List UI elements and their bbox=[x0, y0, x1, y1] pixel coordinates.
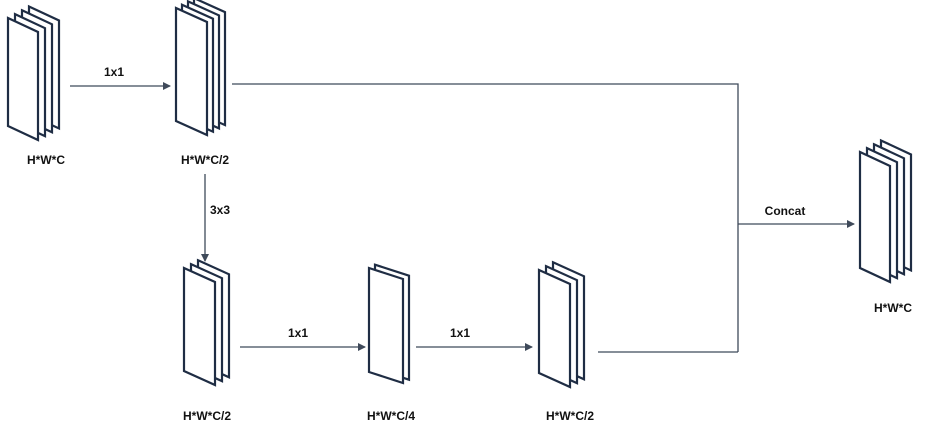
bottleneck-label: H*W*C/4 bbox=[367, 409, 415, 423]
edge-label-1x1-bottom-b: 1x1 bbox=[450, 326, 470, 340]
edge-label-1x1-bottom-a: 1x1 bbox=[288, 326, 308, 340]
branch-a-label: H*W*C/2 bbox=[183, 409, 231, 423]
feature-map-sheet bbox=[182, 266, 217, 387]
feature-map-sheet bbox=[367, 266, 405, 385]
first-conv-feature-map bbox=[174, 0, 227, 137]
output-block-label: H*W*C bbox=[874, 301, 912, 315]
output-feature-map bbox=[858, 138, 913, 284]
edge-label-1x1-top: 1x1 bbox=[104, 65, 124, 79]
feature-map-sheet bbox=[537, 268, 572, 389]
input-feature-map bbox=[6, 4, 61, 142]
feature-map-sheet bbox=[858, 150, 892, 284]
skip-connection-line bbox=[232, 83, 739, 352]
feature-map-sheet bbox=[6, 16, 40, 142]
first-conv-label: H*W*C/2 bbox=[181, 153, 229, 167]
edge-label-3x3: 3x3 bbox=[210, 203, 230, 217]
edge-label-concat: Concat bbox=[765, 204, 806, 218]
branch-feature-map-b bbox=[537, 260, 586, 389]
branch-feature-map-a bbox=[182, 258, 231, 387]
branch-b-label: H*W*C/2 bbox=[546, 409, 594, 423]
bottleneck-feature-map bbox=[367, 263, 411, 385]
feature-map-sheet bbox=[174, 6, 209, 137]
input-block-label: H*W*C bbox=[27, 153, 65, 167]
